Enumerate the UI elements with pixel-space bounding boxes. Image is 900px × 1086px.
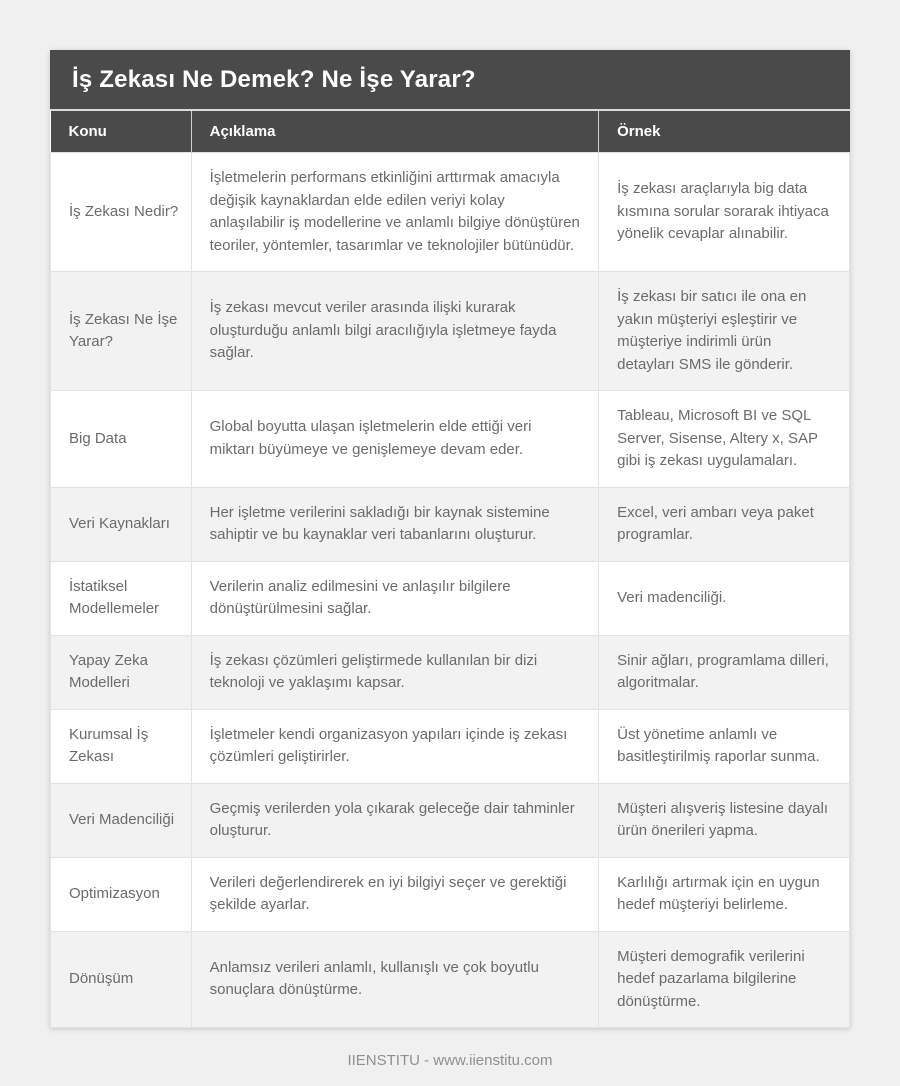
cell-konu: Optimizasyon	[50, 856, 192, 932]
column-header-aciklama: Açıklama	[190, 111, 599, 153]
cell-aciklama: Verileri değerlendirerek en iyi bilgiyi …	[190, 856, 600, 932]
cell-konu: Veri Kaynakları	[50, 486, 192, 562]
cell-aciklama: Verilerin analiz edilmesini ve anlaşılır…	[190, 560, 600, 636]
table-row: Veri Kaynakları Her işletme verilerini s…	[50, 486, 850, 562]
table-row: Yapay Zeka Modelleri İş zekası çözümleri…	[50, 634, 850, 710]
cell-konu: Kurumsal İş Zekası	[50, 708, 192, 784]
cell-aciklama: İşletmelerin performans etkinliğini artt…	[190, 152, 600, 272]
table-header: Konu Açıklama Örnek	[50, 111, 850, 153]
table-row: Veri Madenciliği Geçmiş verilerden yola …	[50, 782, 850, 858]
cell-aciklama: İş zekası çözümleri geliştirmede kullanı…	[190, 634, 600, 710]
cell-konu: Yapay Zeka Modelleri	[50, 634, 192, 710]
table-row: Optimizasyon Verileri değerlendirerek en…	[50, 856, 850, 932]
cell-ornek: Tableau, Microsoft BI ve SQL Server, Sis…	[598, 390, 850, 488]
cell-aciklama: İş zekası mevcut veriler arasında ilişki…	[190, 271, 600, 391]
page-title: İş Zekası Ne Demek? Ne İşe Yarar?	[50, 50, 850, 111]
table-row: İş Zekası Nedir? İşletmelerin performans…	[50, 152, 850, 272]
table-row: Dönüşüm Anlamsız verileri anlamlı, kulla…	[50, 930, 850, 1028]
cell-konu: İş Zekası Nedir?	[50, 152, 192, 272]
cell-ornek: Excel, veri ambarı veya paket programlar…	[598, 486, 850, 562]
cell-ornek: İş zekası araçlarıyla big data kısmına s…	[598, 152, 850, 272]
cell-konu: İş Zekası Ne İşe Yarar?	[50, 271, 192, 391]
table-row: Kurumsal İş Zekası İşletmeler kendi orga…	[50, 708, 850, 784]
footer-credit: IIENSTITU - www.iienstitu.com	[347, 1052, 553, 1069]
bi-table: Konu Açıklama Örnek İş Zekası Nedir? İşl…	[50, 111, 850, 1028]
cell-aciklama: Her işletme verilerini sakladığı bir kay…	[190, 486, 600, 562]
cell-ornek: Üst yönetime anlamlı ve basitleştirilmiş…	[598, 708, 850, 784]
cell-ornek: Müşteri demografik verilerini hedef paza…	[598, 930, 850, 1028]
cell-aciklama: Anlamsız verileri anlamlı, kullanışlı ve…	[190, 930, 600, 1028]
cell-ornek: İş zekası bir satıcı ile ona en yakın mü…	[598, 271, 850, 391]
column-header-konu: Konu	[50, 111, 192, 153]
header-row: Konu Açıklama Örnek	[50, 111, 850, 153]
table-row: Big Data Global boyutta ulaşan işletmele…	[50, 390, 850, 488]
cell-aciklama: Global boyutta ulaşan işletmelerin elde …	[190, 390, 600, 488]
cell-konu: İstatiksel Modellemeler	[50, 560, 192, 636]
column-header-ornek: Örnek	[598, 111, 850, 153]
cell-ornek: Müşteri alışveriş listesine dayalı ürün …	[598, 782, 850, 858]
table-row: İş Zekası Ne İşe Yarar? İş zekası mevcut…	[50, 271, 850, 391]
table-body: İş Zekası Nedir? İşletmelerin performans…	[50, 152, 850, 1028]
cell-ornek: Sinir ağları, programlama dilleri, algor…	[598, 634, 850, 710]
cell-aciklama: İşletmeler kendi organizasyon yapıları i…	[190, 708, 600, 784]
table-card: İş Zekası Ne Demek? Ne İşe Yarar? Konu A…	[50, 50, 850, 1028]
cell-konu: Big Data	[50, 390, 192, 488]
cell-aciklama: Geçmiş verilerden yola çıkarak geleceğe …	[190, 782, 600, 858]
cell-konu: Veri Madenciliği	[50, 782, 192, 858]
table-row: İstatiksel Modellemeler Verilerin analiz…	[50, 560, 850, 636]
cell-ornek: Karlılığı artırmak için en uygun hedef m…	[598, 856, 850, 932]
cell-ornek: Veri madenciliği.	[598, 560, 850, 636]
cell-konu: Dönüşüm	[50, 930, 192, 1028]
